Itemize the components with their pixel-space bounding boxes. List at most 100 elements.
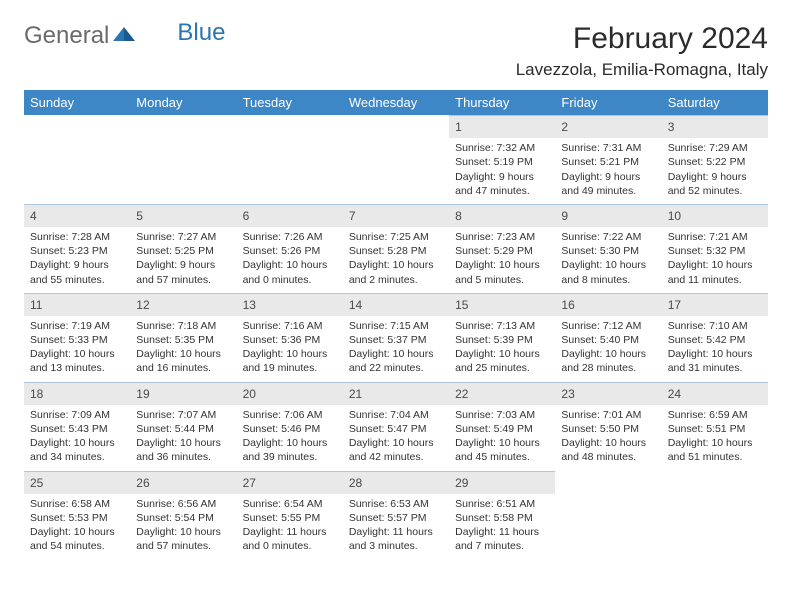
sunrise-text: Sunrise: 7:27 AM (136, 230, 230, 244)
calendar-day-cell: 27Sunrise: 6:54 AMSunset: 5:55 PMDayligh… (237, 471, 343, 560)
sunset-text: Sunset: 5:36 PM (243, 333, 337, 347)
sunset-text: Sunset: 5:50 PM (561, 422, 655, 436)
sunset-text: Sunset: 5:39 PM (455, 333, 549, 347)
calendar-day-cell: 17Sunrise: 7:10 AMSunset: 5:42 PMDayligh… (662, 293, 768, 382)
daylight-text: Daylight: 10 hours and 2 minutes. (349, 258, 443, 286)
day-content: Sunrise: 7:13 AMSunset: 5:39 PMDaylight:… (449, 316, 555, 382)
daylight-text: Daylight: 10 hours and 57 minutes. (136, 525, 230, 553)
weekday-header: Sunday (24, 90, 130, 115)
calendar-day-cell: 28Sunrise: 6:53 AMSunset: 5:57 PMDayligh… (343, 471, 449, 560)
daylight-text: Daylight: 10 hours and 16 minutes. (136, 347, 230, 375)
daylight-text: Daylight: 10 hours and 13 minutes. (30, 347, 124, 375)
daylight-text: Daylight: 10 hours and 48 minutes. (561, 436, 655, 464)
day-content: Sunrise: 7:12 AMSunset: 5:40 PMDaylight:… (555, 316, 661, 382)
day-content: Sunrise: 7:19 AMSunset: 5:33 PMDaylight:… (24, 316, 130, 382)
logo-text-blue: Blue (177, 19, 225, 47)
sunrise-text: Sunrise: 7:19 AM (30, 319, 124, 333)
sunset-text: Sunset: 5:29 PM (455, 244, 549, 258)
sunset-text: Sunset: 5:44 PM (136, 422, 230, 436)
calendar-day-cell: 23Sunrise: 7:01 AMSunset: 5:50 PMDayligh… (555, 382, 661, 471)
day-number: 16 (555, 293, 661, 316)
sunset-text: Sunset: 5:22 PM (668, 155, 762, 169)
calendar-day-cell: 29Sunrise: 6:51 AMSunset: 5:58 PMDayligh… (449, 471, 555, 560)
sunrise-text: Sunrise: 7:31 AM (561, 141, 655, 155)
calendar-day-cell: 19Sunrise: 7:07 AMSunset: 5:44 PMDayligh… (130, 382, 236, 471)
day-content: Sunrise: 7:07 AMSunset: 5:44 PMDaylight:… (130, 405, 236, 471)
day-number: 26 (130, 471, 236, 494)
calendar-day-cell: 5Sunrise: 7:27 AMSunset: 5:25 PMDaylight… (130, 204, 236, 293)
calendar-day-cell: 18Sunrise: 7:09 AMSunset: 5:43 PMDayligh… (24, 382, 130, 471)
day-content: Sunrise: 7:04 AMSunset: 5:47 PMDaylight:… (343, 405, 449, 471)
daylight-text: Daylight: 11 hours and 3 minutes. (349, 525, 443, 553)
calendar-day-cell: 7 Sunrise: 7:25 AMSunset: 5:28 PMDaylight… (343, 204, 449, 293)
daylight-text: Daylight: 10 hours and 42 minutes. (349, 436, 443, 464)
sunrise-text: Sunrise: 7:18 AM (136, 319, 230, 333)
day-number: 10 (662, 204, 768, 227)
calendar-day-cell (237, 115, 343, 204)
sunrise-text: Sunrise: 7:03 AM (455, 408, 549, 422)
sunrise-text: Sunrise: 7:25 AM (349, 230, 443, 244)
calendar-head: SundayMondayTuesdayWednesdayThursdayFrid… (24, 90, 768, 115)
weekday-header: Saturday (662, 90, 768, 115)
day-content: Sunrise: 6:53 AMSunset: 5:57 PMDaylight:… (343, 494, 449, 560)
day-content: Sunrise: 7:27 AMSunset: 5:25 PMDaylight:… (130, 227, 236, 293)
calendar-day-cell: 6Sunrise: 7:26 AMSunset: 5:26 PMDaylight… (237, 204, 343, 293)
sunset-text: Sunset: 5:40 PM (561, 333, 655, 347)
logo-text-general: General (24, 22, 109, 50)
daylight-text: Daylight: 10 hours and 5 minutes. (455, 258, 549, 286)
daylight-text: Daylight: 10 hours and 45 minutes. (455, 436, 549, 464)
day-content: Sunrise: 7:29 AMSunset: 5:22 PMDaylight:… (662, 138, 768, 204)
calendar-page: General Blue February 2024 Lavezzola, Em… (0, 0, 792, 559)
sunrise-text: Sunrise: 7:28 AM (30, 230, 124, 244)
day-number: 11 (24, 293, 130, 316)
calendar-day-cell: 21Sunrise: 7:04 AMSunset: 5:47 PMDayligh… (343, 382, 449, 471)
day-number: 8 (449, 204, 555, 227)
calendar-table: SundayMondayTuesdayWednesdayThursdayFrid… (24, 90, 768, 559)
sunrise-text: Sunrise: 7:13 AM (455, 319, 549, 333)
daylight-text: Daylight: 10 hours and 36 minutes. (136, 436, 230, 464)
day-content: Sunrise: 7:03 AMSunset: 5:49 PMDaylight:… (449, 405, 555, 471)
day-number: 24 (662, 382, 768, 405)
sunset-text: Sunset: 5:42 PM (668, 333, 762, 347)
calendar-week-row: 18Sunrise: 7:09 AMSunset: 5:43 PMDayligh… (24, 382, 768, 471)
day-content: Sunrise: 7:18 AMSunset: 5:35 PMDaylight:… (130, 316, 236, 382)
day-content: Sunrise: 7:32 AMSunset: 5:19 PMDaylight:… (449, 138, 555, 204)
day-content: Sunrise: 7:09 AMSunset: 5:43 PMDaylight:… (24, 405, 130, 471)
daylight-text: Daylight: 9 hours and 47 minutes. (455, 170, 549, 198)
month-title: February 2024 (516, 22, 768, 56)
day-number: 7 (343, 204, 449, 227)
day-number: 25 (24, 471, 130, 494)
sunset-text: Sunset: 5:37 PM (349, 333, 443, 347)
daylight-text: Daylight: 10 hours and 31 minutes. (668, 347, 762, 375)
sunset-text: Sunset: 5:53 PM (30, 511, 124, 525)
day-number: 12 (130, 293, 236, 316)
calendar-day-cell: 16Sunrise: 7:12 AMSunset: 5:40 PMDayligh… (555, 293, 661, 382)
day-content: Sunrise: 7:16 AMSunset: 5:36 PMDaylight:… (237, 316, 343, 382)
sunrise-text: Sunrise: 6:58 AM (30, 497, 124, 511)
day-content: Sunrise: 7:10 AMSunset: 5:42 PMDaylight:… (662, 316, 768, 382)
day-content: Sunrise: 6:58 AMSunset: 5:53 PMDaylight:… (24, 494, 130, 560)
sunset-text: Sunset: 5:28 PM (349, 244, 443, 258)
day-number: 21 (343, 382, 449, 405)
calendar-day-cell: 4Sunrise: 7:28 AMSunset: 5:23 PMDaylight… (24, 204, 130, 293)
day-number: 2 (555, 115, 661, 138)
daylight-text: Daylight: 9 hours and 49 minutes. (561, 170, 655, 198)
sunrise-text: Sunrise: 7:07 AM (136, 408, 230, 422)
weekday-header: Wednesday (343, 90, 449, 115)
sunset-text: Sunset: 5:26 PM (243, 244, 337, 258)
sunset-text: Sunset: 5:49 PM (455, 422, 549, 436)
daylight-text: Daylight: 10 hours and 8 minutes. (561, 258, 655, 286)
calendar-day-cell: 10Sunrise: 7:21 AMSunset: 5:32 PMDayligh… (662, 204, 768, 293)
sunset-text: Sunset: 5:43 PM (30, 422, 124, 436)
sunset-text: Sunset: 5:58 PM (455, 511, 549, 525)
sunset-text: Sunset: 5:33 PM (30, 333, 124, 347)
day-content: Sunrise: 7:06 AMSunset: 5:46 PMDaylight:… (237, 405, 343, 471)
day-content: Sunrise: 7:15 AMSunset: 5:37 PMDaylight:… (343, 316, 449, 382)
day-number: 20 (237, 382, 343, 405)
sunrise-text: Sunrise: 7:09 AM (30, 408, 124, 422)
day-number: 18 (24, 382, 130, 405)
calendar-day-cell: 24Sunrise: 6:59 AMSunset: 5:51 PMDayligh… (662, 382, 768, 471)
day-number: 23 (555, 382, 661, 405)
sunset-text: Sunset: 5:55 PM (243, 511, 337, 525)
day-number: 22 (449, 382, 555, 405)
